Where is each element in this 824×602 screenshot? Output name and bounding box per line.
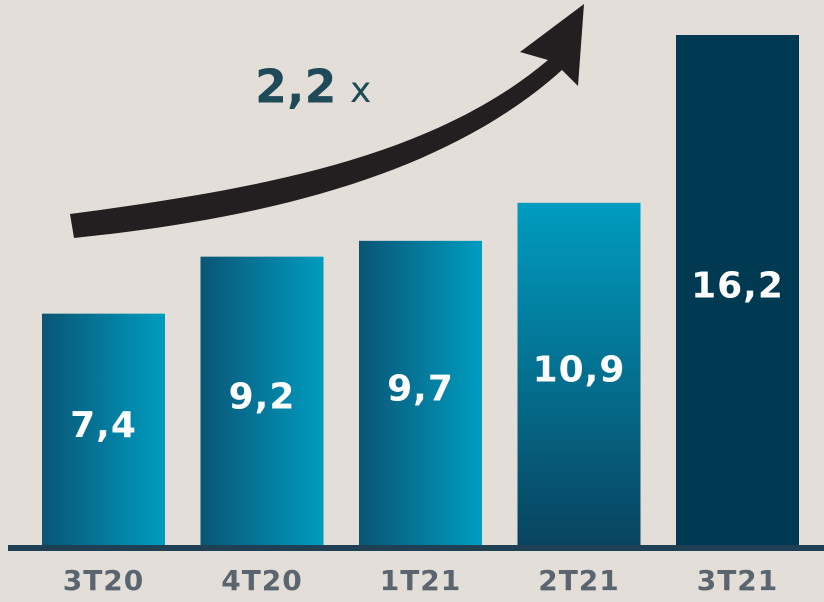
x-tick-label: 1T21	[380, 564, 462, 597]
bars: 7,4 3T20 9,2 4T20 9,7 1T21 10,9 2T21 16,2 3T21	[42, 35, 799, 597]
annotation-suffix: x	[350, 70, 371, 111]
bar	[676, 35, 799, 548]
bar	[42, 313, 165, 548]
x-tick-label: 3T21	[697, 564, 779, 597]
annotation-value: 2,2	[255, 60, 337, 114]
value-label: 7,4	[70, 405, 137, 446]
bar	[200, 256, 324, 548]
value-label: 10,9	[533, 349, 626, 390]
value-label: 9,7	[387, 368, 454, 409]
bar	[359, 240, 482, 549]
baseline	[8, 545, 824, 551]
x-tick-label: 4T20	[221, 564, 303, 597]
x-tick-label: 3T20	[63, 564, 145, 597]
value-label: 16,2	[691, 266, 784, 307]
bar	[517, 202, 641, 549]
x-tick-label: 2T21	[538, 564, 620, 597]
value-label: 9,2	[229, 376, 296, 417]
growth-arrow	[70, 4, 584, 238]
